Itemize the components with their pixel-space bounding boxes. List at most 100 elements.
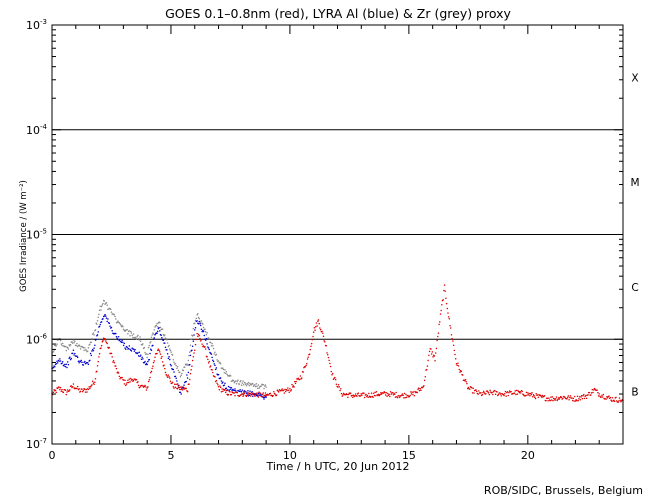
- data-point: [95, 338, 97, 341]
- data-point: [147, 353, 149, 355]
- data-point: [156, 330, 159, 333]
- data-point: [310, 345, 312, 347]
- data-point: [54, 366, 56, 368]
- data-point: [491, 391, 493, 394]
- data-point: [402, 394, 404, 396]
- data-point: [126, 381, 128, 384]
- data-point: [188, 383, 190, 385]
- data-point: [111, 329, 113, 332]
- data-point: [137, 355, 140, 357]
- data-point: [153, 360, 156, 362]
- data-point: [617, 401, 619, 404]
- data-point: [143, 361, 146, 364]
- data-point: [609, 396, 612, 399]
- data-point: [261, 393, 264, 395]
- data-point: [197, 333, 200, 336]
- data-point: [423, 384, 425, 387]
- data-point: [103, 315, 106, 317]
- data-point: [548, 397, 550, 399]
- data-point: [318, 322, 320, 325]
- data-point: [194, 329, 196, 331]
- data-point: [189, 354, 192, 357]
- data-point: [602, 393, 605, 396]
- data-point: [92, 382, 95, 384]
- data-point: [247, 391, 249, 394]
- data-point: [178, 384, 180, 387]
- data-point: [451, 337, 453, 340]
- data-point: [288, 391, 290, 394]
- data-point: [198, 317, 201, 320]
- data-point: [76, 342, 78, 345]
- data-point: [148, 358, 151, 361]
- data-point: [248, 384, 251, 387]
- data-point: [98, 313, 100, 316]
- data-point: [329, 365, 332, 368]
- data-point: [354, 394, 356, 397]
- data-point: [329, 362, 331, 365]
- data-point: [225, 389, 228, 392]
- data-point: [210, 353, 213, 355]
- data-point: [454, 358, 457, 360]
- data-point: [86, 362, 89, 364]
- data-point: [108, 322, 111, 324]
- data-point: [250, 391, 253, 394]
- data-point: [199, 324, 202, 327]
- data-point: [224, 369, 226, 371]
- data-point: [257, 384, 260, 386]
- data-point: [292, 385, 295, 387]
- data-point: [620, 401, 622, 403]
- flare-class-x: X: [631, 72, 638, 84]
- data-point: [241, 393, 244, 395]
- data-point: [66, 366, 68, 369]
- data-point: [168, 344, 170, 347]
- data-point: [179, 386, 182, 388]
- data-point: [550, 399, 553, 401]
- data-point: [492, 393, 494, 396]
- data-point: [471, 392, 474, 394]
- data-point: [460, 370, 463, 373]
- data-point: [430, 353, 433, 355]
- data-point: [354, 393, 357, 395]
- data-point: [592, 389, 595, 391]
- data-point: [142, 343, 144, 345]
- data-point: [198, 334, 201, 337]
- data-point: [118, 375, 121, 378]
- data-point: [552, 399, 554, 402]
- data-point: [308, 353, 311, 355]
- data-point: [166, 342, 169, 344]
- data-point: [102, 337, 105, 339]
- data-point: [227, 393, 230, 396]
- data-point: [529, 394, 531, 397]
- data-point: [158, 327, 160, 329]
- data-point: [79, 360, 82, 363]
- data-point: [327, 353, 329, 356]
- data-point: [217, 360, 220, 362]
- data-point: [184, 366, 186, 368]
- data-point: [173, 361, 175, 364]
- data-point: [573, 400, 575, 402]
- data-point: [328, 359, 330, 362]
- data-point: [588, 391, 591, 394]
- data-point: [61, 360, 64, 363]
- data-point: [122, 326, 124, 328]
- data-point: [249, 392, 251, 395]
- data-point: [169, 358, 171, 361]
- data-point: [66, 361, 69, 363]
- x-tick-label: 15: [402, 449, 416, 462]
- data-point: [196, 314, 198, 316]
- data-point: [295, 380, 297, 383]
- data-point: [284, 388, 286, 391]
- data-point: [391, 391, 394, 394]
- data-point: [81, 388, 83, 390]
- data-point: [456, 364, 458, 367]
- data-point: [160, 334, 162, 337]
- data-point: [176, 380, 178, 382]
- data-point: [98, 325, 101, 328]
- data-point: [219, 363, 222, 365]
- data-point: [263, 394, 266, 397]
- data-point: [91, 384, 93, 386]
- data-point: [239, 389, 241, 391]
- data-point: [395, 391, 397, 394]
- data-point: [129, 381, 131, 383]
- data-point: [257, 396, 260, 398]
